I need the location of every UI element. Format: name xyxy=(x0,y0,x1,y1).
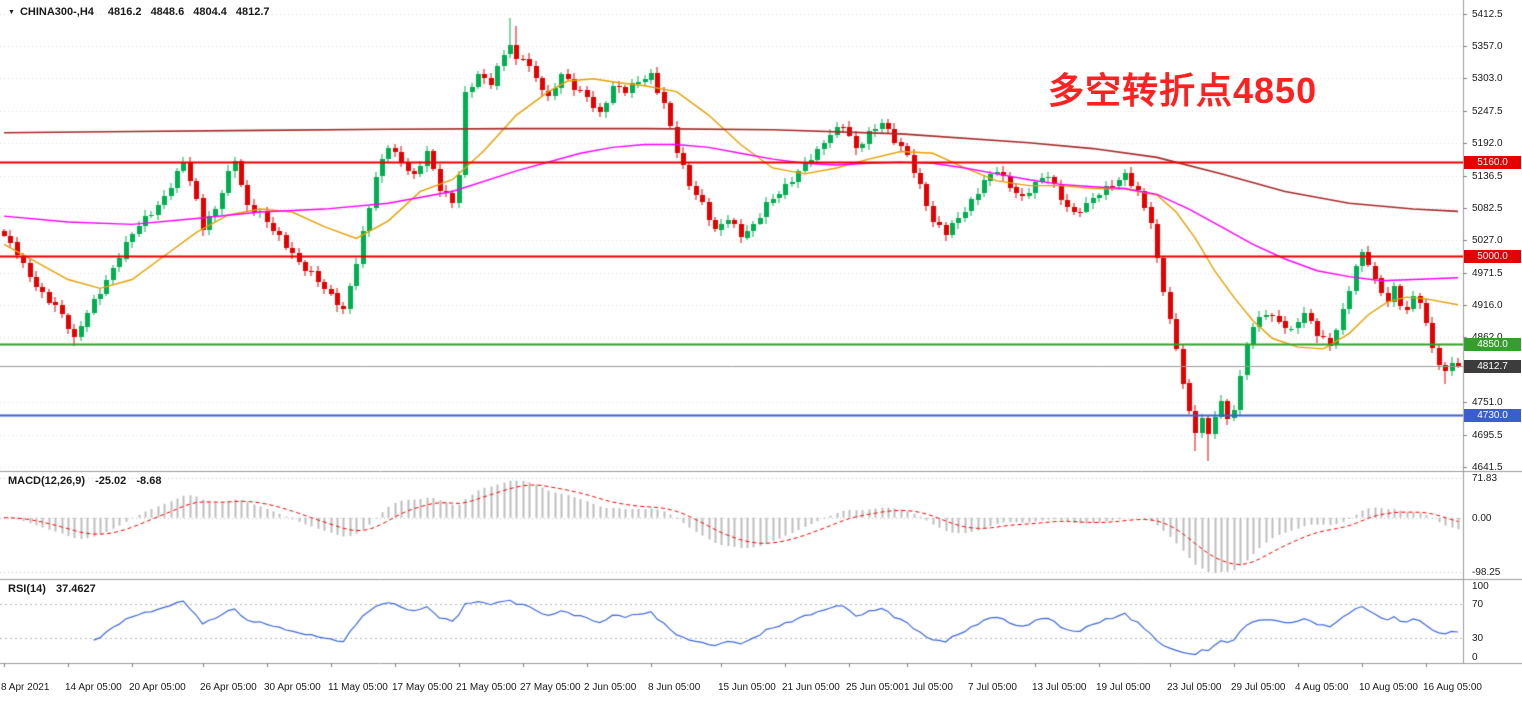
y-axis-label: 5412.5 xyxy=(1472,9,1503,20)
x-axis-label: 8 Apr 2021 xyxy=(1,682,50,693)
rsi-level-label: 30 xyxy=(1472,633,1484,644)
x-axis-label: 16 Aug 05:00 xyxy=(1423,682,1482,693)
symbol-dropdown-icon[interactable]: ▼ xyxy=(8,8,15,16)
y-axis-label: 4862.0 xyxy=(1472,332,1503,343)
price-level-tag: 4850.0 xyxy=(1464,338,1521,351)
x-axis-label: 7 Jul 05:00 xyxy=(968,682,1017,693)
y-axis-label: 5082.5 xyxy=(1472,203,1503,214)
y-axis-label: 5192.0 xyxy=(1472,138,1503,149)
rsi-indicator-label: RSI(14) 37.4627 xyxy=(8,583,103,595)
rsi-value: 37.4627 xyxy=(55,583,96,595)
ohlc-low: 4804.4 xyxy=(193,6,227,18)
rsi-level-label: 70 xyxy=(1472,599,1484,610)
x-axis-label: 21 Jun 05:00 xyxy=(782,682,840,693)
y-axis-label: 5247.5 xyxy=(1472,106,1503,117)
y-axis-label: 4751.0 xyxy=(1472,397,1503,408)
x-axis-label: 15 Jun 05:00 xyxy=(718,682,776,693)
y-axis-label: 5303.0 xyxy=(1472,73,1503,84)
macd-level-label: 0.00 xyxy=(1472,513,1492,524)
macd-indicator-label: MACD(12,26,9) -25.02 -8.68 xyxy=(8,475,168,487)
price-level-tag: 5160.0 xyxy=(1464,156,1521,169)
x-axis-label: 14 Apr 05:00 xyxy=(65,682,122,693)
ohlc-open: 4816.2 xyxy=(107,6,142,18)
symbol-name: CHINA300-,H4 xyxy=(19,6,94,18)
x-axis-label: 11 May 05:00 xyxy=(328,682,388,693)
current-price-tag: 4812.7 xyxy=(1464,360,1521,373)
x-axis-label: 1 Jul 05:00 xyxy=(904,682,953,693)
y-axis-label: 5027.0 xyxy=(1472,235,1503,246)
x-axis-label: 30 Apr 05:00 xyxy=(264,682,321,693)
y-axis-label: 4971.5 xyxy=(1472,268,1503,279)
x-axis-label: 17 May 05:00 xyxy=(392,682,453,693)
x-axis-label: 23 Jul 05:00 xyxy=(1167,682,1222,693)
x-axis-label: 13 Jul 05:00 xyxy=(1032,682,1087,693)
x-axis-label: 27 May 05:00 xyxy=(520,682,581,693)
rsi-level-label: 0 xyxy=(1472,652,1478,663)
annotation-text: 多空转折点4850 xyxy=(1048,70,1318,111)
macd-value-main: -25.02 xyxy=(95,475,127,487)
x-axis-label: 4 Aug 05:00 xyxy=(1295,682,1349,693)
y-axis-label: 5357.0 xyxy=(1472,41,1503,52)
macd-name: MACD(12,26,9) xyxy=(8,475,86,487)
ohlc-close: 4812.7 xyxy=(235,6,270,18)
x-axis-label: 2 Jun 05:00 xyxy=(584,682,637,693)
price-level-tag: 5000.0 xyxy=(1464,250,1521,263)
macd-level-label: -98.25 xyxy=(1472,567,1501,578)
x-axis-label: 8 Jun 05:00 xyxy=(648,682,701,693)
macd-value-signal: -8.68 xyxy=(136,475,162,487)
x-axis-label: 29 Jul 05:00 xyxy=(1231,682,1286,693)
y-axis-label: 4641.5 xyxy=(1472,462,1503,473)
y-axis-label: 5136.5 xyxy=(1472,171,1503,182)
x-axis-label: 10 Aug 05:00 xyxy=(1359,682,1418,693)
x-axis-label: 25 Jun 05:00 xyxy=(846,682,904,693)
x-axis-label: 20 Apr 05:00 xyxy=(129,682,186,693)
x-axis-label: 26 Apr 05:00 xyxy=(200,682,257,693)
rsi-name: RSI(14) xyxy=(8,583,46,595)
y-axis-label: 4916.0 xyxy=(1472,300,1503,311)
rsi-level-label: 100 xyxy=(1472,581,1489,592)
x-axis-label: 19 Jul 05:00 xyxy=(1096,682,1151,693)
symbol-header: ▼ CHINA300-,H4 4816.2 4848.6 4804.4 4812… xyxy=(8,6,279,18)
ohlc-high: 4848.6 xyxy=(150,6,185,18)
x-axis-label: 21 May 05:00 xyxy=(456,682,517,693)
y-axis-label: 4695.5 xyxy=(1472,430,1503,441)
macd-level-label: 71.83 xyxy=(1472,473,1498,484)
price-level-tag: 4730.0 xyxy=(1464,409,1521,422)
